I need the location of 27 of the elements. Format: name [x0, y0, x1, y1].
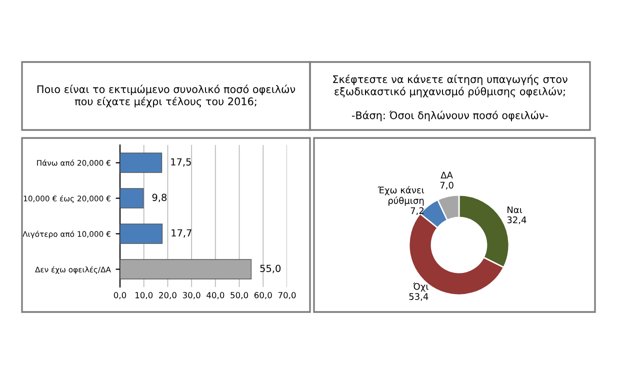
- x-tick-label: 0,0: [114, 292, 126, 300]
- data-label: 9,8: [152, 194, 167, 202]
- x-tick-label: 50,0: [230, 292, 248, 300]
- x-tick-label: 10,0: [135, 292, 153, 300]
- x-tick-label: 20,0: [159, 292, 176, 300]
- slice-label: Όχι: [413, 282, 428, 292]
- chart-title: Σκέφτεστε να κάνετε αίτηση υπαγωγής στον εξωδικαστικό μηχανισμό ρύθμισης οφειλών;: [333, 74, 568, 98]
- x-tick-label: 70,0: [278, 292, 296, 300]
- bar: [120, 224, 163, 244]
- bar: [120, 152, 162, 173]
- bar: [120, 259, 252, 280]
- data-label: 55,0: [260, 264, 281, 274]
- data-label: 7,0: [440, 182, 454, 190]
- slice-label: Ναι: [508, 206, 522, 214]
- data-label: 7,2: [410, 207, 424, 216]
- data-label: 32,4: [507, 216, 526, 224]
- slice-label: Έχω κάνει ρύθμιση: [378, 186, 424, 206]
- data-label: 17,7: [172, 229, 192, 238]
- chart-title: Ποιο είναι το εκτιμώμενο συνολικό ποσό οφειλών που είχατε μέχρι τέλους του 2016;: [37, 84, 296, 108]
- x-tick-label: 60,0: [254, 292, 272, 300]
- chart-subtitle: -Βάση: Όσοι δηλώνουν ποσό οφειλών-: [352, 110, 548, 122]
- x-tick-label: 40,0: [206, 292, 224, 300]
- bar: [120, 188, 144, 208]
- data-label: 53,4: [409, 293, 428, 301]
- data-label: 17,5: [171, 158, 191, 167]
- slice-label: ΔΑ: [440, 172, 453, 178]
- x-tick-label: 30,0: [182, 292, 200, 300]
